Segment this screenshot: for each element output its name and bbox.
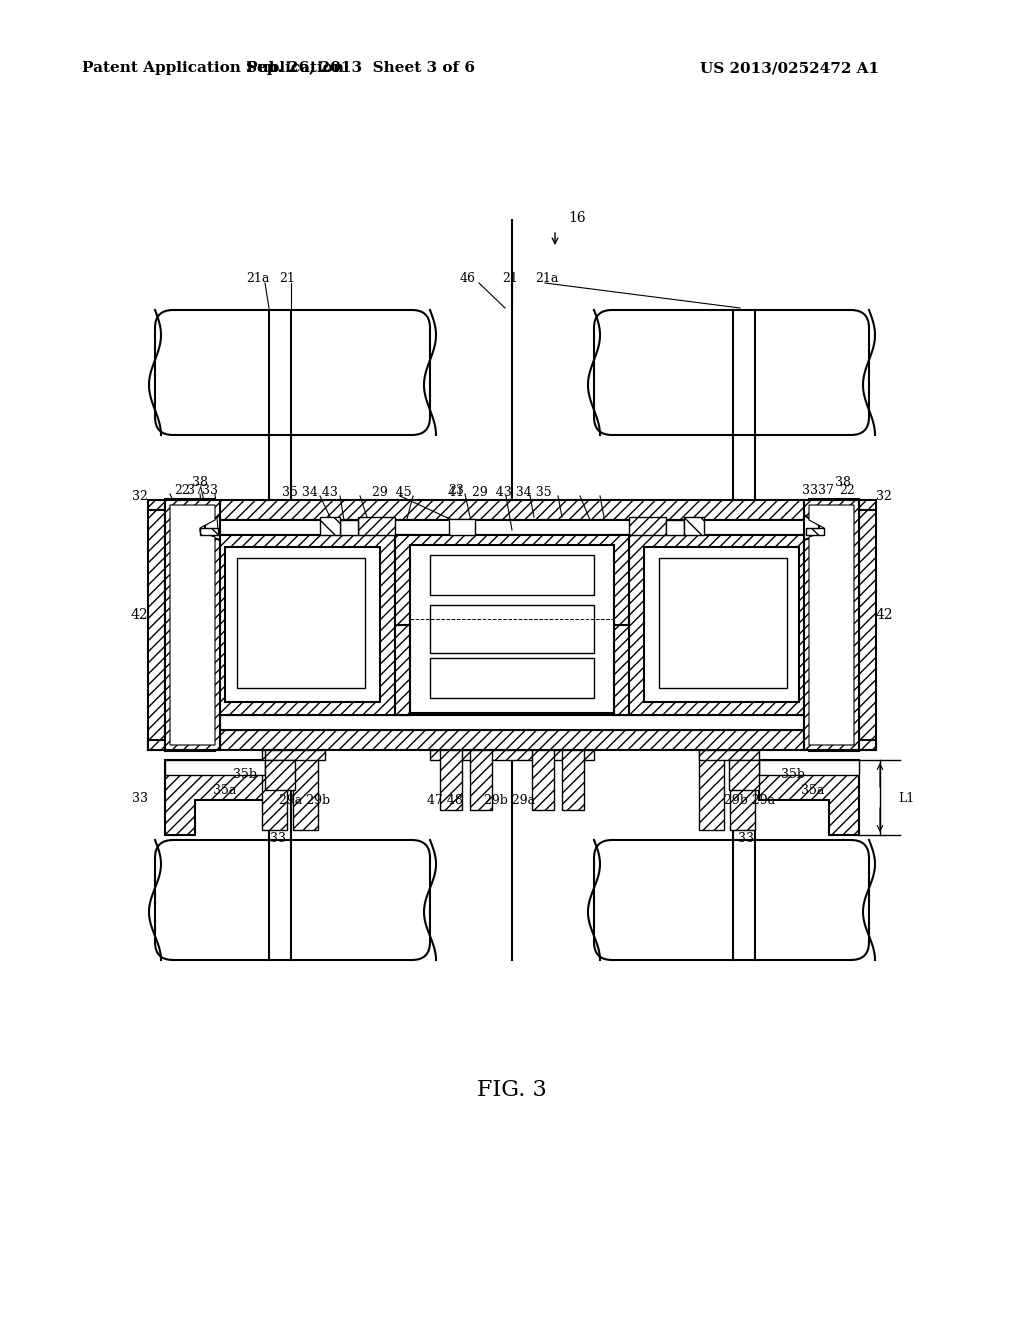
- Text: 21a: 21a: [536, 272, 559, 285]
- Text: 37: 37: [818, 483, 834, 496]
- Text: 33: 33: [270, 832, 286, 845]
- Bar: [225, 546, 380, 702]
- Text: 35a: 35a: [213, 784, 237, 796]
- Bar: [532, 750, 554, 810]
- Text: 33: 33: [132, 792, 148, 804]
- Text: 23: 23: [449, 483, 464, 496]
- Bar: [562, 750, 584, 810]
- Text: 32: 32: [876, 491, 892, 503]
- Polygon shape: [220, 715, 804, 730]
- Text: 38: 38: [835, 477, 851, 490]
- Polygon shape: [220, 535, 410, 715]
- Text: Patent Application Publication: Patent Application Publication: [82, 61, 344, 75]
- Polygon shape: [859, 510, 876, 750]
- Bar: [430, 605, 594, 653]
- Text: 22: 22: [840, 483, 855, 496]
- Polygon shape: [220, 520, 804, 535]
- Polygon shape: [319, 517, 340, 535]
- Text: 32: 32: [132, 491, 148, 503]
- Polygon shape: [809, 499, 859, 517]
- FancyBboxPatch shape: [594, 840, 869, 960]
- Bar: [237, 558, 365, 688]
- Text: 21a: 21a: [247, 272, 269, 285]
- Bar: [730, 750, 755, 830]
- Bar: [262, 750, 287, 830]
- Bar: [659, 558, 787, 688]
- Polygon shape: [430, 750, 594, 760]
- Polygon shape: [684, 517, 705, 535]
- Polygon shape: [809, 733, 859, 751]
- Polygon shape: [170, 506, 215, 744]
- Text: 33: 33: [738, 832, 754, 845]
- Text: 35b: 35b: [781, 768, 805, 781]
- Polygon shape: [699, 750, 759, 760]
- Polygon shape: [395, 624, 629, 715]
- Text: 22: 22: [174, 483, 189, 496]
- Polygon shape: [614, 535, 804, 715]
- Polygon shape: [165, 733, 215, 751]
- Bar: [293, 750, 318, 830]
- Text: 37: 37: [187, 483, 203, 496]
- Polygon shape: [165, 760, 265, 775]
- Polygon shape: [165, 760, 265, 836]
- Text: FIG. 3: FIG. 3: [477, 1078, 547, 1101]
- Polygon shape: [809, 506, 854, 744]
- Bar: [699, 750, 724, 830]
- Text: 29a 29b: 29a 29b: [280, 793, 331, 807]
- Text: 29b 29a: 29b 29a: [724, 793, 775, 807]
- FancyBboxPatch shape: [155, 840, 430, 960]
- Text: 38: 38: [193, 477, 208, 490]
- Text: Sep. 26, 2013  Sheet 3 of 6: Sep. 26, 2013 Sheet 3 of 6: [246, 61, 474, 75]
- Polygon shape: [265, 760, 295, 789]
- FancyBboxPatch shape: [155, 310, 430, 436]
- Polygon shape: [220, 500, 804, 520]
- Text: 41  29  43 34 35: 41 29 43 34 35: [449, 486, 552, 499]
- Polygon shape: [759, 760, 859, 836]
- Text: 35a: 35a: [802, 784, 824, 796]
- FancyBboxPatch shape: [594, 310, 869, 436]
- Polygon shape: [839, 741, 876, 750]
- Text: 42: 42: [876, 609, 894, 622]
- Polygon shape: [200, 528, 218, 535]
- Text: 21: 21: [502, 272, 518, 285]
- Bar: [470, 750, 492, 810]
- Text: 46: 46: [460, 272, 476, 285]
- Polygon shape: [340, 520, 358, 535]
- Text: US 2013/0252472 A1: US 2013/0252472 A1: [700, 61, 880, 75]
- Polygon shape: [220, 730, 804, 750]
- Polygon shape: [165, 499, 215, 517]
- Bar: [430, 554, 594, 595]
- Polygon shape: [629, 517, 666, 535]
- Polygon shape: [806, 528, 824, 535]
- Polygon shape: [666, 520, 684, 535]
- Text: 16: 16: [568, 211, 586, 224]
- Text: 21: 21: [280, 272, 295, 285]
- Bar: [430, 657, 594, 698]
- Text: 35b: 35b: [233, 768, 257, 781]
- Polygon shape: [265, 750, 325, 760]
- Text: 35 34 43: 35 34 43: [282, 486, 338, 499]
- Polygon shape: [358, 517, 395, 535]
- Text: 47 48: 47 48: [427, 793, 463, 807]
- Polygon shape: [148, 741, 185, 750]
- Bar: [220, 535, 804, 715]
- Text: 33: 33: [802, 483, 818, 496]
- Text: 29b 29a: 29b 29a: [484, 793, 536, 807]
- Text: 29  45: 29 45: [372, 486, 412, 499]
- Polygon shape: [839, 500, 876, 510]
- Polygon shape: [395, 535, 629, 630]
- Polygon shape: [165, 500, 220, 750]
- Bar: [440, 750, 462, 810]
- Polygon shape: [729, 760, 759, 789]
- Text: 33: 33: [202, 483, 218, 496]
- Text: L1: L1: [898, 792, 914, 804]
- Bar: [644, 546, 799, 702]
- Polygon shape: [804, 500, 859, 750]
- Polygon shape: [449, 519, 475, 535]
- Text: 42: 42: [130, 609, 148, 622]
- Polygon shape: [148, 500, 185, 510]
- Bar: [410, 545, 614, 713]
- Polygon shape: [148, 510, 165, 750]
- Polygon shape: [759, 760, 859, 775]
